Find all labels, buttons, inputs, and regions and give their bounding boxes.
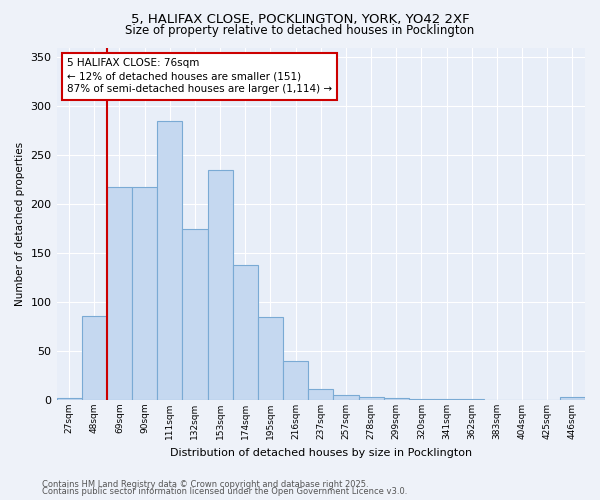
Text: Contains public sector information licensed under the Open Government Licence v3: Contains public sector information licen… (42, 487, 407, 496)
Text: 5, HALIFAX CLOSE, POCKLINGTON, YORK, YO42 2XF: 5, HALIFAX CLOSE, POCKLINGTON, YORK, YO4… (131, 12, 469, 26)
X-axis label: Distribution of detached houses by size in Pocklington: Distribution of detached houses by size … (170, 448, 472, 458)
Bar (233, 265, 258, 400)
Y-axis label: Number of detached properties: Number of detached properties (15, 142, 25, 306)
Bar (359, 397, 383, 400)
Bar (434, 399, 459, 400)
Bar (182, 228, 208, 400)
Bar (459, 399, 484, 400)
Bar (283, 361, 308, 400)
Bar (132, 186, 157, 400)
Bar (560, 397, 585, 400)
Text: Contains HM Land Registry data © Crown copyright and database right 2025.: Contains HM Land Registry data © Crown c… (42, 480, 368, 489)
Bar (383, 398, 409, 400)
Bar (258, 317, 283, 400)
Bar (208, 170, 233, 400)
Text: 5 HALIFAX CLOSE: 76sqm
← 12% of detached houses are smaller (151)
87% of semi-de: 5 HALIFAX CLOSE: 76sqm ← 12% of detached… (67, 58, 332, 94)
Bar (157, 121, 182, 400)
Bar (308, 389, 334, 400)
Bar (334, 395, 359, 400)
Bar (107, 186, 132, 400)
Text: Size of property relative to detached houses in Pocklington: Size of property relative to detached ho… (125, 24, 475, 37)
Bar (409, 399, 434, 400)
Bar (82, 316, 107, 400)
Bar (56, 398, 82, 400)
